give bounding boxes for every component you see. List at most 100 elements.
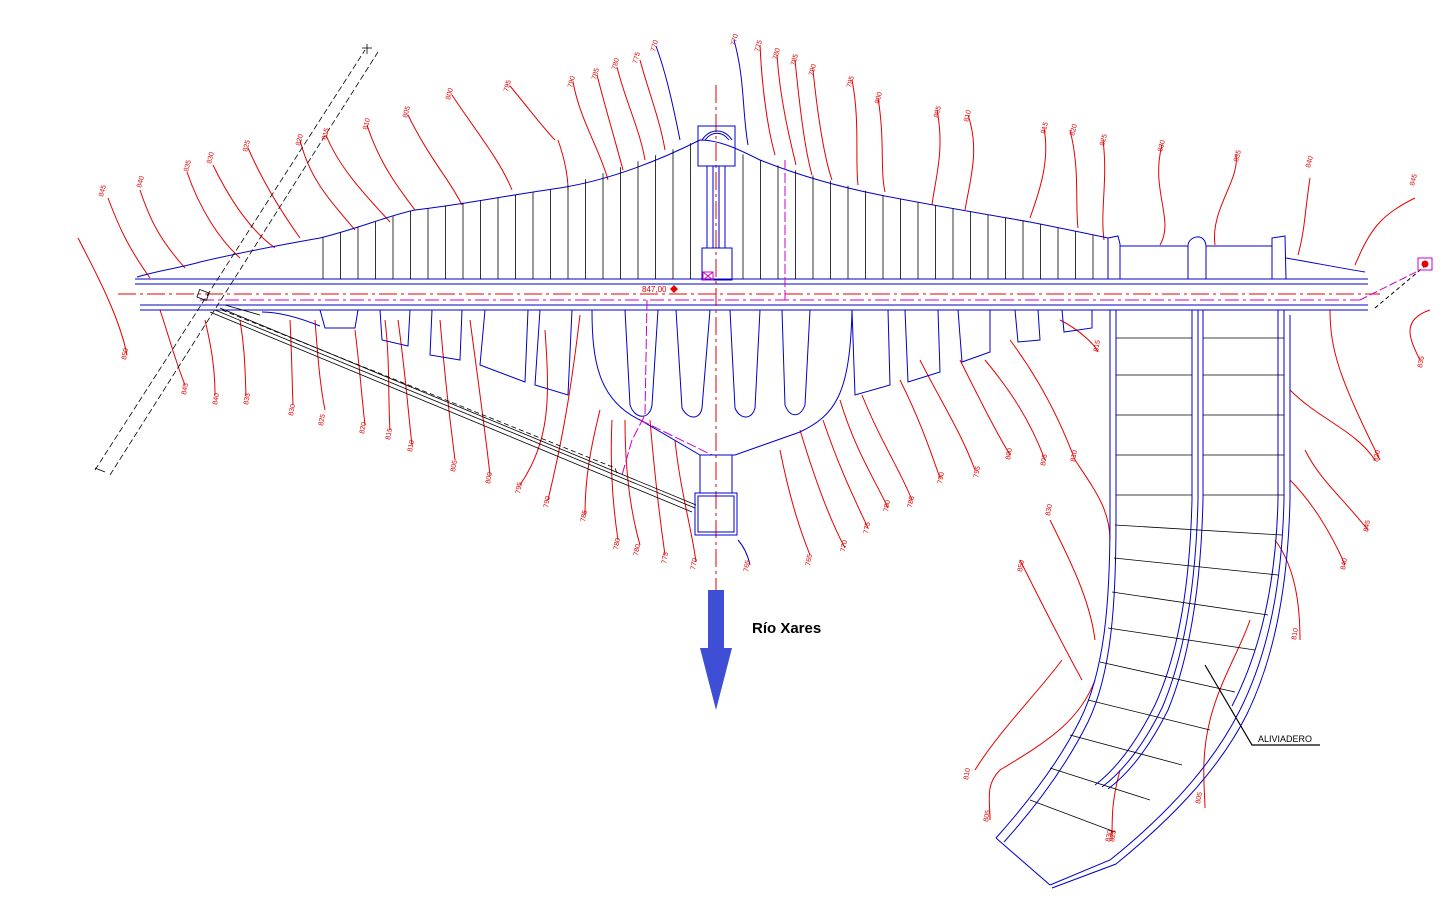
contour-label: 795 <box>515 482 524 495</box>
spillway-rib <box>1114 524 1283 536</box>
contour-label: 840 <box>1305 155 1315 168</box>
stilling-basin <box>694 454 738 536</box>
downstream-buttresses <box>261 309 1093 456</box>
spillway-rib <box>1069 734 1183 766</box>
intake-tower <box>697 125 736 281</box>
topographic-contours <box>77 39 1431 841</box>
contour-label: 780 <box>883 500 892 513</box>
dam-crest <box>135 278 1368 311</box>
contour-label: 790 <box>543 496 552 509</box>
spillway-rib <box>1049 767 1151 801</box>
upstream-face <box>136 139 1366 280</box>
contour-label: 790 <box>567 75 577 88</box>
dam-face-hatching <box>322 143 1094 279</box>
contour-label: 790 <box>808 63 818 76</box>
contour-label: 835 <box>1417 356 1426 369</box>
contour-label: 810 <box>963 768 972 781</box>
contour-label: 820 <box>359 422 368 435</box>
contour-label: 850 <box>121 348 130 361</box>
spillway-rib <box>1099 661 1236 693</box>
spillway-channel <box>995 310 1291 889</box>
contour-label: 800 <box>445 87 455 100</box>
contour-label: 830 <box>288 404 297 417</box>
contour-label: 810 <box>963 109 973 122</box>
contour-label: 805 <box>933 105 943 118</box>
contour-label: 830 <box>1157 139 1167 152</box>
contour-label: 805 <box>450 460 459 473</box>
contour-label: 810 <box>362 117 372 130</box>
contour-label: 825 <box>1099 133 1109 146</box>
contour-label: 800 <box>485 472 494 485</box>
contour-label: 840 <box>212 393 221 406</box>
dam-axis <box>118 85 1426 590</box>
contour-label: 815 <box>1093 340 1102 353</box>
river-label: Río Xares <box>752 620 821 637</box>
spillway-rib <box>1111 591 1269 616</box>
spillway-rib <box>1029 799 1116 833</box>
contour-label: 780 <box>613 538 622 551</box>
contour-label: 775 <box>863 522 872 535</box>
contour-label: 765 <box>805 554 814 567</box>
contour-label: 800 <box>874 91 884 104</box>
contour-label: 845 <box>1363 520 1372 533</box>
contour-label: 830 <box>1105 830 1114 843</box>
contour-label: 810 <box>1291 628 1300 641</box>
survey-marker <box>1417 257 1433 271</box>
spillway-cross-lines <box>1029 337 1284 833</box>
contour-label: 830 <box>206 151 216 164</box>
contour-label: 835 <box>243 393 252 406</box>
contour-label: 790 <box>937 472 946 485</box>
left-bank-structure <box>94 44 697 513</box>
contour-label: 835 <box>1233 149 1243 162</box>
contour-label: 830 <box>1045 504 1054 517</box>
contour-label: 775 <box>632 51 642 64</box>
contour-label: 845 <box>98 184 108 197</box>
contour-label: 820 <box>1069 123 1079 136</box>
crest-elevation-label: 847,00 <box>642 285 667 294</box>
contour-label: 770 <box>840 540 849 553</box>
contour-label: 840 <box>1340 558 1349 571</box>
contour-label: 825 <box>242 139 252 152</box>
contour-label: 810 <box>1070 450 1079 463</box>
contour-label: 820 <box>1373 450 1382 463</box>
diversion-conduit <box>621 160 786 476</box>
contour-label: 835 <box>183 159 193 172</box>
contour-label: 840 <box>136 175 146 188</box>
contour-label: 810 <box>407 440 416 453</box>
spillway-rib <box>1087 699 1211 731</box>
contour-label: 805 <box>983 810 992 823</box>
contour-label: 795 <box>973 466 982 479</box>
contour-label: 785 <box>907 496 916 509</box>
contour-label: 800 <box>1005 448 1014 461</box>
spillway-leader <box>1204 664 1320 746</box>
contour-label: 780 <box>772 47 782 60</box>
contour-label: 825 <box>1109 830 1118 843</box>
contour-label: 770 <box>730 33 740 46</box>
contour-label: 820 <box>295 133 305 146</box>
contour-label: 775 <box>661 552 670 565</box>
contour-label: 770 <box>690 558 699 571</box>
contour-label: 805 <box>1195 792 1204 805</box>
contour-label: 815 <box>1040 121 1050 134</box>
contour-label: 805 <box>1040 454 1049 467</box>
contour-labels-upstream: 845 840 835 830 825 820 815 810 805 800 795 790 785 7… <box>98 33 1419 197</box>
contour-label: 785 <box>591 67 601 80</box>
contour-label: 795 <box>846 75 856 88</box>
river-flow-arrow <box>700 590 732 710</box>
contour-label: 845 <box>1409 173 1419 186</box>
contour-label: 850 <box>1017 560 1026 573</box>
contour-label: 825 <box>318 414 327 427</box>
contour-label: 780 <box>611 57 621 70</box>
contour-label: 805 <box>402 105 412 118</box>
contour-label: 815 <box>385 428 394 441</box>
contour-label: 815 <box>321 127 331 140</box>
spillway-label: ALIVIADERO <box>1258 734 1312 744</box>
spillway-rib <box>1113 557 1279 576</box>
contour-label: 785 <box>580 510 589 523</box>
contour-label: 795 <box>503 79 513 92</box>
contour-label: 775 <box>754 39 764 52</box>
spillway-rib <box>1107 627 1256 651</box>
contour-label: 845 <box>181 383 190 396</box>
